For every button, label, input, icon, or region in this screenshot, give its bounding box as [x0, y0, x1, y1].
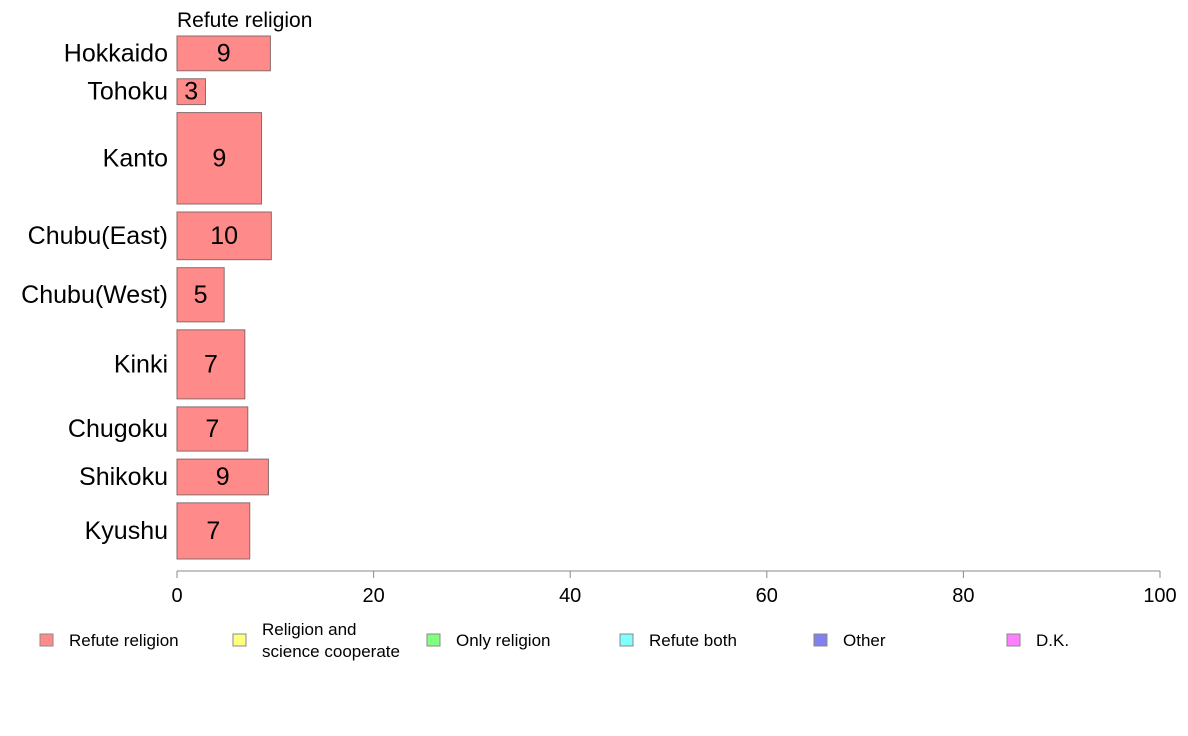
legend-swatch [619, 633, 634, 647]
bar-chubu-east [176, 211, 272, 261]
legend-swatch [426, 633, 441, 647]
bar-kinki [176, 329, 246, 400]
bar-kyushu [176, 502, 251, 560]
legend-item: Refute both [619, 631, 737, 650]
bar-value-label: 7 [205, 415, 219, 443]
x-tick-label: 80 [952, 585, 974, 607]
bars: Hokkaido 9 Tohoku 3 Kanto 9 Chubu(East) 10 Chubu… [21, 35, 272, 560]
x-tick-label: 0 [171, 585, 182, 607]
legend-item: Other [813, 631, 886, 650]
category-label: Shikoku [79, 463, 168, 491]
legend-label: Other [843, 631, 886, 650]
category-label: Chubu(West) [21, 281, 168, 309]
category-label: Kinki [114, 350, 168, 378]
category-label: Kyushu [85, 517, 168, 545]
category-label: Chubu(East) [28, 222, 168, 250]
bar-value-label: 9 [216, 463, 230, 491]
legend-swatch [1006, 633, 1021, 647]
category-label: Kanto [103, 144, 168, 172]
legend-label: Refute both [649, 631, 737, 650]
legend-label: Only religion [456, 631, 551, 650]
legend-item: Religion and science cooperate [232, 620, 400, 661]
x-tick-label: 100 [1143, 585, 1176, 607]
bar-value-label: 7 [206, 517, 220, 545]
bar-value-label: 3 [184, 78, 198, 106]
bar-value-label: 7 [204, 350, 218, 378]
bar-value-label: 9 [212, 144, 226, 172]
x-tick-label: 60 [756, 585, 778, 607]
x-axis: 0 20 40 60 80 100 [171, 570, 1177, 607]
category-label: Tohoku [87, 78, 168, 106]
legend-swatch [39, 633, 54, 647]
bar-value-label: 9 [217, 39, 231, 67]
bar-tohoku [176, 78, 207, 106]
legend-swatch [813, 633, 828, 647]
legend-swatch [232, 633, 247, 647]
bar-hokkaido [176, 35, 271, 72]
bar-kanto [176, 112, 263, 205]
legend: Refute religion Religion and science coope… [39, 620, 1069, 661]
legend-label: D.K. [1036, 631, 1069, 650]
bar-shikoku [176, 458, 269, 496]
legend-label: Religion and science cooperate [262, 620, 400, 661]
legend-item: Only religion [426, 631, 551, 650]
x-tick-label: 20 [362, 585, 384, 607]
legend-item: D.K. [1006, 631, 1069, 650]
legend-item: Refute religion [39, 631, 179, 650]
category-label: Hokkaido [64, 39, 168, 67]
bar-value-label: 5 [194, 281, 208, 309]
category-label: Chugoku [68, 415, 168, 443]
bar-chubu-west [176, 267, 225, 323]
x-tick-label: 40 [559, 585, 581, 607]
bar-chugoku [176, 406, 249, 452]
bar-value-label: 10 [210, 222, 238, 250]
series-title: Refute religion [177, 9, 312, 32]
legend-label: Refute religion [69, 631, 179, 650]
